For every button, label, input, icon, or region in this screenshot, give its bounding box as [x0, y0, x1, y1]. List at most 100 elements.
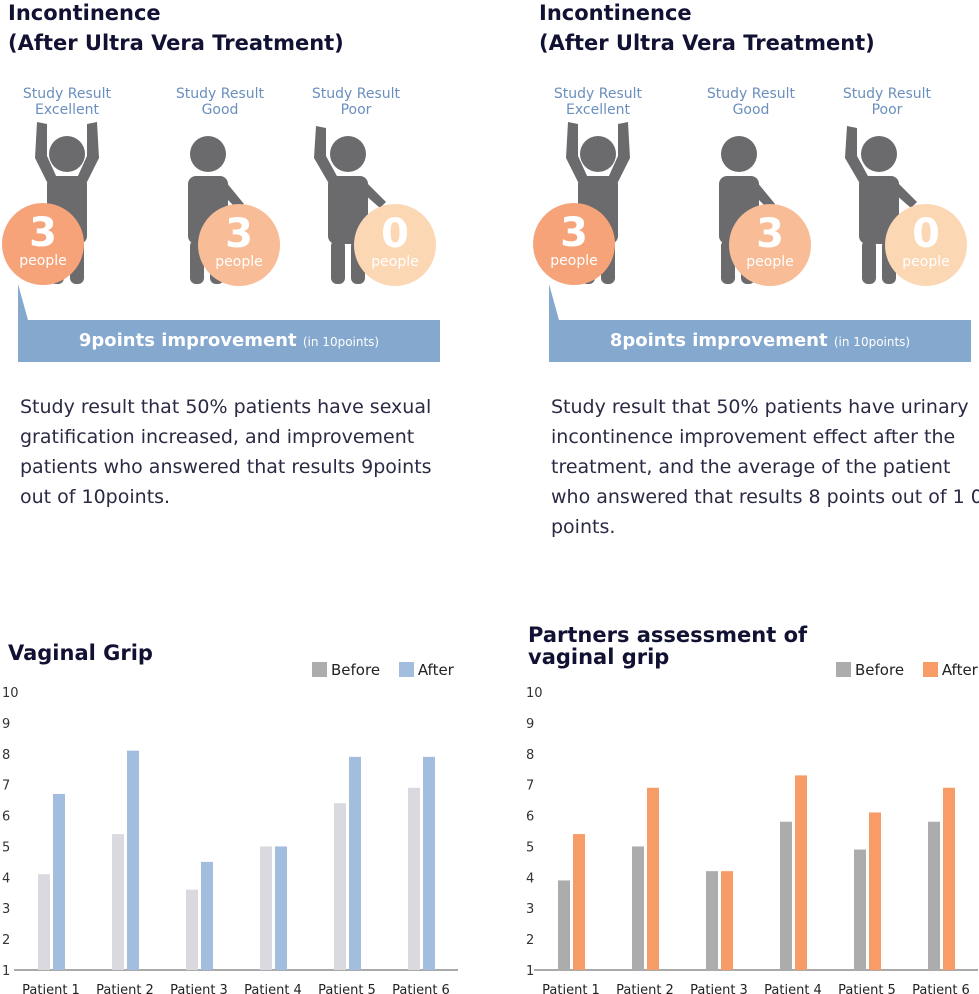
y-tick-label: 1: [2, 964, 10, 979]
y-tick-label: 9: [2, 717, 10, 732]
bar-before-patient-2: [112, 834, 124, 970]
panel-title-line2: (After Ultra Vera Treatment): [539, 31, 875, 55]
improvement-banner-shape: [18, 284, 440, 362]
figure-poor: Study Result Poor: [827, 86, 947, 296]
panel-title: Incontinence (After Ultra Vera Treatment…: [8, 0, 344, 58]
x-tick-label: Patient 3: [690, 983, 748, 994]
bar-before-patient-5: [334, 803, 346, 970]
y-tick-label: 3: [2, 902, 10, 917]
bar-after-patient-3: [721, 871, 733, 970]
bar-after-patient-3: [201, 861, 213, 970]
figure-label-line1: Study Result: [706, 86, 796, 102]
y-tick-label: 5: [2, 840, 10, 855]
bar-before-patient-1: [38, 874, 50, 970]
x-tick-label: Patient 4: [764, 983, 822, 994]
y-tick-label: 10: [526, 686, 543, 701]
partners-assessment-chart: Partners assessment of vaginal grip Befo…: [520, 620, 979, 994]
banner-sub-text: (in 10points): [833, 335, 911, 349]
bar-after-patient-5: [349, 756, 361, 970]
bar-before-patient-4: [780, 821, 792, 970]
legend-label-after: After: [941, 661, 978, 679]
bar-before-patient-6: [408, 787, 420, 970]
y-tick-label: 1: [526, 964, 534, 979]
bar-before-patient-2: [632, 846, 644, 970]
x-tick-label: Patient 2: [616, 983, 674, 994]
bar-after-patient-1: [573, 834, 585, 970]
bar-before-patient-3: [186, 889, 198, 970]
bar-after-patient-2: [127, 750, 139, 970]
figure-label: Study Result Poor: [827, 86, 947, 118]
improvement-banner: 9points improvement (in 10points): [18, 320, 440, 362]
badge-unit: people: [215, 254, 263, 270]
badge-poor: 0 people: [885, 204, 967, 286]
badge-count: 0: [381, 211, 409, 257]
badge-unit: people: [371, 254, 419, 270]
figure-label-line1: Study Result: [175, 86, 265, 102]
bar-after-patient-5: [869, 812, 881, 970]
figure-label-line2: Poor: [340, 102, 372, 118]
x-tick-label: Patient 2: [96, 983, 154, 994]
chart-title-line2: vaginal grip: [528, 645, 670, 669]
legend-swatch-before: [312, 662, 327, 677]
y-tick-label: 10: [2, 686, 19, 701]
person-one-arm-up-icon: [845, 126, 917, 284]
x-tick-label: Patient 5: [318, 983, 376, 994]
x-tick-label: Patient 1: [22, 983, 80, 994]
y-tick-label: 5: [526, 840, 534, 855]
figure-label-line1: Study Result: [553, 86, 643, 102]
bar-before-patient-4: [260, 846, 272, 970]
chart-title: Vaginal Grip: [8, 642, 153, 664]
panel-title-line1: Incontinence: [8, 1, 161, 25]
figure-label: Study Result Good: [691, 86, 811, 118]
figure-label-line2: Excellent: [566, 102, 630, 118]
bar-after-patient-6: [423, 756, 435, 970]
badge-count: 0: [912, 211, 940, 257]
y-tick-label: 8: [526, 748, 534, 763]
bar-before-patient-1: [558, 880, 570, 970]
badge-unit: people: [550, 253, 598, 269]
badge-poor: 0 people: [354, 204, 436, 286]
panel-title-line2: (After Ultra Vera Treatment): [8, 31, 344, 55]
x-tick-label: Patient 3: [170, 983, 228, 994]
badge-good: 3 people: [729, 204, 811, 286]
x-tick-label: Patient 1: [542, 983, 600, 994]
badge-count: 3: [560, 210, 588, 256]
y-tick-label: 3: [526, 902, 534, 917]
panel-description: Study result that 50% patients have urin…: [551, 396, 979, 538]
y-tick-label: 9: [526, 717, 534, 732]
figure-label-line1: Study Result: [22, 86, 112, 102]
figure-label-line2: Good: [732, 102, 770, 118]
badge-unit: people: [19, 253, 67, 269]
legend-swatch-after: [922, 662, 938, 677]
figure-label: Study Result Excellent: [538, 86, 658, 118]
chart-title-line1: Partners assessment of: [528, 623, 808, 647]
banner-sub-text: (in 10points): [302, 335, 380, 349]
badge-excellent: 3 people: [533, 203, 615, 285]
bar-after-patient-4: [275, 846, 287, 970]
legend-swatch-after: [398, 662, 414, 677]
chart-plot: 1 2 3 4 5 6 7 8 9 10 Patient 1 Patient 2 Patient 3 Pa…: [526, 686, 978, 994]
incontinence-panel-right: Incontinence (After Ultra Vera Treatment…: [531, 0, 979, 560]
figure-label-line2: Excellent: [35, 102, 99, 118]
panel-title: Incontinence (After Ultra Vera Treatment…: [539, 0, 875, 58]
improvement-banner-shape: [549, 284, 971, 362]
legend-label-after: After: [417, 661, 454, 679]
bar-after-patient-6: [943, 787, 955, 970]
x-tick-label: Patient 6: [912, 983, 970, 994]
vaginal-grip-chart: Vaginal Grip Before After 1 2 3 4 5 6 7 8 9 10 Pat…: [0, 620, 460, 994]
legend-swatch-before: [836, 662, 851, 677]
x-tick-label: Patient 5: [838, 983, 896, 994]
badge-excellent: 3 people: [2, 203, 84, 285]
legend-label-before: Before: [331, 661, 381, 679]
badge-good: 3 people: [198, 204, 280, 286]
chart-legend: Before After: [836, 660, 978, 680]
banner-main-text: 8points improvement: [609, 330, 828, 351]
chart-legend: Before After: [312, 660, 454, 680]
figure-label: Study Result Good: [160, 86, 280, 118]
badge-count: 3: [29, 210, 57, 256]
x-tick-label: Patient 4: [244, 983, 302, 994]
y-tick-label: 4: [526, 871, 534, 886]
figure-label: Study Result Excellent: [7, 86, 127, 118]
bar-before-patient-6: [928, 821, 940, 970]
y-tick-label: 6: [526, 810, 534, 825]
